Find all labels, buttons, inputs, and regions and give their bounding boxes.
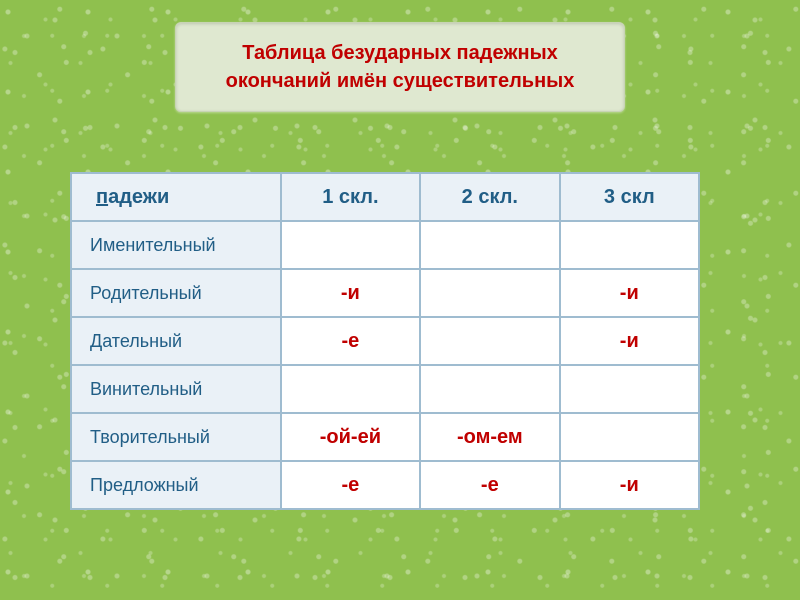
header-cases: падежи [71, 173, 281, 221]
header-decl-2: 2 скл. [420, 173, 559, 221]
ending-cell [281, 221, 420, 269]
title-panel: Таблица безударных падежных окончаний им… [175, 22, 625, 112]
ending-cell [420, 365, 559, 413]
ending-cell: -и [560, 317, 699, 365]
title-line-1: Таблица безударных падежных [196, 39, 604, 67]
case-name: Родительный [71, 269, 281, 317]
ending-cell: -и [281, 269, 420, 317]
ending-cell: -ом-ем [420, 413, 559, 461]
table-row: Винительный [71, 365, 699, 413]
table-row: Именительный [71, 221, 699, 269]
header-decl-1: 1 скл. [281, 173, 420, 221]
ending-cell: -и [560, 461, 699, 509]
endings-table: падежи 1 скл. 2 скл. 3 скл Именительный … [70, 172, 700, 510]
ending-cell: -е [420, 461, 559, 509]
table-row: Творительный -ой-ей -ом-ем [71, 413, 699, 461]
ending-cell [560, 413, 699, 461]
table-header-row: падежи 1 скл. 2 скл. 3 скл [71, 173, 699, 221]
table-row: Родительный -и -и [71, 269, 699, 317]
case-name: Именительный [71, 221, 281, 269]
ending-cell: -и [560, 269, 699, 317]
table-row: Предложный -е -е -и [71, 461, 699, 509]
header-cases-prefix: п [96, 186, 108, 208]
ending-cell [560, 365, 699, 413]
ending-cell [420, 317, 559, 365]
ending-cell [420, 221, 559, 269]
header-cases-rest: адежи [108, 186, 169, 208]
table-row: Дательный -е -и [71, 317, 699, 365]
ending-cell: -е [281, 461, 420, 509]
ending-cell [420, 269, 559, 317]
case-name: Предложный [71, 461, 281, 509]
ending-cell: -ой-ей [281, 413, 420, 461]
title-line-2: окончаний имён существительных [196, 67, 604, 95]
ending-cell [560, 221, 699, 269]
header-decl-3: 3 скл [560, 173, 699, 221]
case-name: Дательный [71, 317, 281, 365]
case-name: Творительный [71, 413, 281, 461]
ending-cell [281, 365, 420, 413]
case-name: Винительный [71, 365, 281, 413]
ending-cell: -е [281, 317, 420, 365]
